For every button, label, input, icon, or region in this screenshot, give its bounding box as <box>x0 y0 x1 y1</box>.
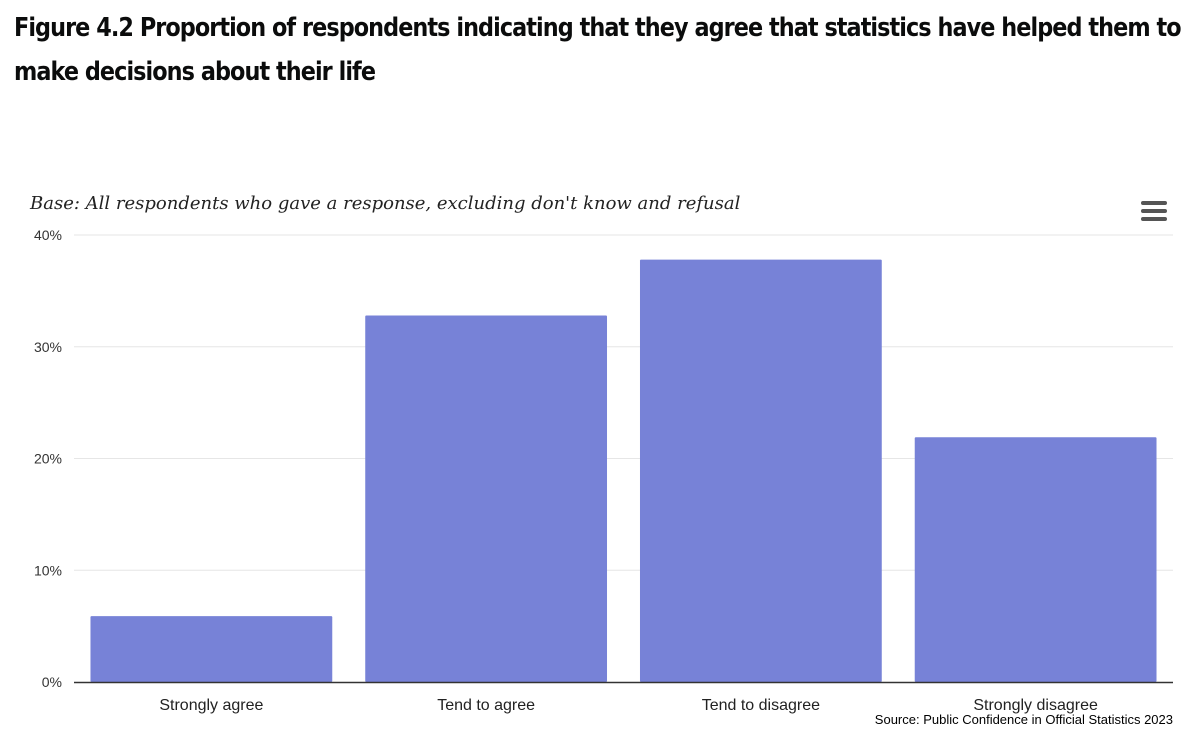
page-title: Figure 4.2 Proportion of respondents ind… <box>14 13 1182 87</box>
bar-strongly-agree[interactable] <box>90 616 333 682</box>
chart-menu-button[interactable] <box>1138 199 1170 225</box>
chart-gridlines <box>74 234 1173 571</box>
y-tick-label: 20% <box>34 451 62 467</box>
y-tick-label: 0% <box>42 674 62 690</box>
y-tick-label: 30% <box>34 339 62 355</box>
bar-tend-to-agree[interactable] <box>365 315 608 682</box>
chart-subtitle: Base: All respondents who gave a respons… <box>30 193 741 214</box>
y-tick-label: 40% <box>34 227 62 243</box>
bar-strongly-disagree[interactable] <box>914 437 1157 682</box>
x-category-label: Strongly disagree <box>973 697 1098 714</box>
x-axis-category-labels: Strongly agree Tend to agree Tend to disag… <box>159 697 1098 714</box>
y-tick-label: 10% <box>34 562 62 578</box>
chart-source: Source: Public Confidence in Official St… <box>874 712 1173 727</box>
x-category-label: Tend to disagree <box>702 697 820 714</box>
bar-tend-to-disagree[interactable] <box>639 259 882 682</box>
x-category-label: Tend to agree <box>437 697 535 714</box>
y-axis-tick-labels: 0% 10% 20% 30% 40% <box>34 227 62 690</box>
x-category-label: Strongly agree <box>159 697 263 714</box>
hamburger-menu-icon <box>1141 201 1167 205</box>
chart-bars <box>90 259 1157 682</box>
hamburger-menu-icon <box>1141 209 1167 213</box>
hamburger-menu-icon <box>1141 217 1167 221</box>
